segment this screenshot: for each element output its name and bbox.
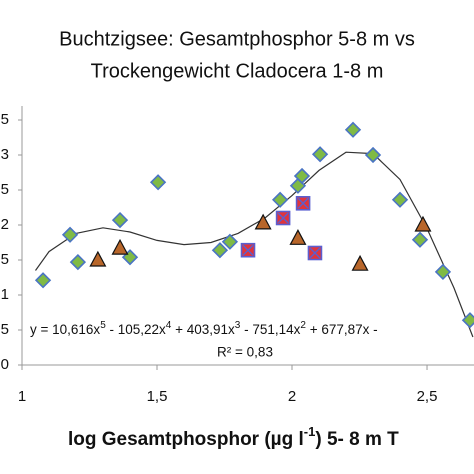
point-cross	[242, 244, 254, 256]
point	[414, 215, 432, 232]
y-tick-label: 1,5	[0, 251, 9, 268]
y-tick-label: 2,5	[0, 181, 9, 198]
y-tick-label: 0,5	[0, 321, 9, 338]
x-tick-label: 1,5	[147, 388, 168, 405]
point	[391, 191, 409, 208]
point	[69, 253, 87, 271]
point	[293, 167, 311, 185]
y-tick-label: 3	[1, 146, 9, 163]
point	[111, 238, 129, 255]
y-tick-label: 2	[1, 216, 9, 233]
point-cross	[297, 197, 309, 209]
equation-part: y = 10,616x	[30, 322, 100, 337]
equation-part: + 677,87x -	[306, 322, 378, 337]
point-cross	[277, 212, 289, 224]
y-tick-label: 1	[1, 286, 9, 303]
x-axis-label-sup: -1	[304, 424, 316, 439]
equation-sup: 3	[235, 320, 241, 331]
point	[34, 272, 52, 289]
point	[254, 213, 272, 230]
y-tick-label: 3,5	[0, 111, 9, 128]
point	[89, 250, 107, 267]
point-cross	[309, 247, 321, 259]
chart-title: Trockengewicht Cladocera 1-8 m	[91, 60, 384, 82]
point	[411, 231, 429, 248]
point	[149, 174, 167, 191]
x-axis-label-part: log Gesamtphosphor (µg l	[68, 429, 304, 450]
point	[434, 263, 452, 281]
point	[221, 233, 239, 250]
trendline	[35, 151, 474, 338]
x-tick-label: 2	[288, 388, 296, 405]
y-tick-label: 0	[1, 356, 9, 373]
equation-part: + 403,91x	[171, 322, 235, 337]
trend-equation: y = 10,616x5 - 105,22x4 + 403,91x3 - 751…	[30, 320, 378, 337]
x-axis-label: log Gesamtphosphor (µg l-1) 5- 8 m T	[68, 424, 399, 450]
equation-sup: 4	[166, 320, 172, 331]
x-axis-label-part: ) 5- 8 m T	[315, 429, 399, 450]
x-tick-label: 2,5	[417, 388, 438, 405]
point	[61, 226, 79, 243]
equation-part: - 751,14x	[240, 322, 300, 337]
point	[364, 146, 382, 164]
r-squared: R² = 0,83	[217, 345, 273, 360]
equation-sup: 2	[300, 320, 306, 331]
point	[211, 242, 229, 259]
point	[311, 146, 329, 163]
point	[271, 191, 289, 208]
point	[351, 254, 369, 271]
chart-title: Buchtzigsee: Gesamtphosphor 5-8 m vs	[59, 28, 415, 50]
point	[461, 312, 474, 329]
point	[111, 211, 129, 229]
x-tick-label: 1	[18, 388, 26, 405]
equation-part: - 105,22x	[106, 322, 166, 337]
equation-sup: 5	[100, 320, 106, 331]
point	[289, 229, 307, 245]
point	[344, 121, 362, 138]
